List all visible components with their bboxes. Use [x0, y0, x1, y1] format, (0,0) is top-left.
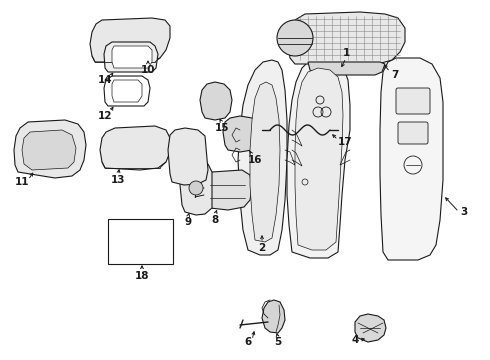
- Polygon shape: [238, 60, 287, 255]
- Polygon shape: [288, 12, 405, 64]
- Text: 13: 13: [111, 175, 125, 185]
- Polygon shape: [262, 300, 285, 333]
- Text: 11: 11: [15, 177, 29, 187]
- Polygon shape: [90, 18, 170, 62]
- Polygon shape: [223, 116, 260, 152]
- Polygon shape: [308, 62, 385, 75]
- Text: 18: 18: [135, 271, 149, 281]
- Text: 9: 9: [184, 217, 192, 227]
- Text: 14: 14: [98, 75, 112, 85]
- Text: 4: 4: [351, 335, 359, 345]
- Text: 16: 16: [248, 155, 262, 165]
- Text: 6: 6: [245, 337, 252, 347]
- Polygon shape: [112, 80, 142, 102]
- Polygon shape: [295, 68, 343, 250]
- Polygon shape: [180, 162, 212, 215]
- Text: 2: 2: [258, 243, 266, 253]
- Polygon shape: [112, 46, 152, 68]
- Text: 12: 12: [98, 111, 112, 121]
- Polygon shape: [250, 82, 280, 242]
- Text: 10: 10: [141, 65, 155, 75]
- Text: 17: 17: [338, 137, 352, 147]
- Polygon shape: [100, 126, 170, 170]
- FancyBboxPatch shape: [396, 88, 430, 114]
- Polygon shape: [22, 130, 76, 170]
- Text: 7: 7: [392, 70, 399, 80]
- Text: 3: 3: [461, 207, 467, 217]
- Polygon shape: [380, 58, 443, 260]
- Polygon shape: [14, 120, 86, 178]
- Circle shape: [189, 181, 203, 195]
- Polygon shape: [104, 42, 158, 72]
- Polygon shape: [204, 170, 252, 210]
- Polygon shape: [168, 128, 208, 185]
- Circle shape: [277, 20, 313, 56]
- Polygon shape: [287, 57, 350, 258]
- Text: 15: 15: [215, 123, 229, 133]
- Text: 1: 1: [343, 48, 350, 58]
- Polygon shape: [200, 82, 232, 120]
- Polygon shape: [355, 314, 386, 342]
- FancyBboxPatch shape: [398, 122, 428, 144]
- Text: 5: 5: [274, 337, 282, 347]
- Text: 8: 8: [211, 215, 219, 225]
- FancyBboxPatch shape: [108, 219, 173, 264]
